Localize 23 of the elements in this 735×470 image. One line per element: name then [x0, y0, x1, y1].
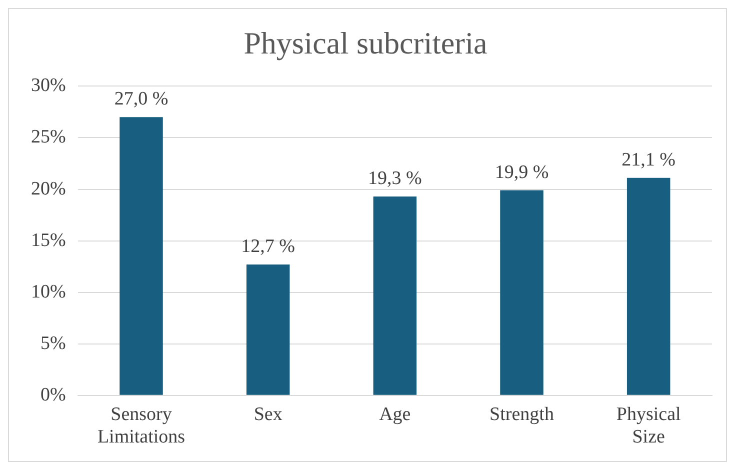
data-label: 19,3 %	[368, 168, 422, 189]
data-label: 27,0 %	[114, 88, 168, 110]
data-label: 21,1 %	[622, 149, 676, 170]
bar	[373, 196, 417, 395]
bar	[500, 190, 544, 395]
x-tick-label: Sex	[254, 404, 283, 425]
x-tick-label: Physical Size	[616, 404, 681, 448]
chart-title: Physical subcriteria	[244, 26, 488, 61]
bar	[626, 178, 670, 395]
x-tick-label: Age	[379, 404, 411, 425]
bar	[120, 117, 163, 395]
y-tick-label: 30%	[31, 75, 66, 96]
y-tick-label: 15%	[31, 230, 66, 251]
y-tick-label: 0%	[40, 384, 66, 406]
y-tick-label: 25%	[31, 126, 66, 148]
data-label: 19,9 %	[494, 162, 549, 183]
y-tick-label: 5%	[40, 332, 66, 354]
x-tick-label: Sensory Limitations	[97, 404, 186, 448]
y-tick-label: 20%	[31, 178, 66, 200]
data-label: 12,7 %	[241, 236, 296, 257]
y-tick-label: 10%	[31, 281, 66, 302]
bar	[246, 264, 290, 395]
x-tick-label: Strength	[490, 404, 554, 425]
